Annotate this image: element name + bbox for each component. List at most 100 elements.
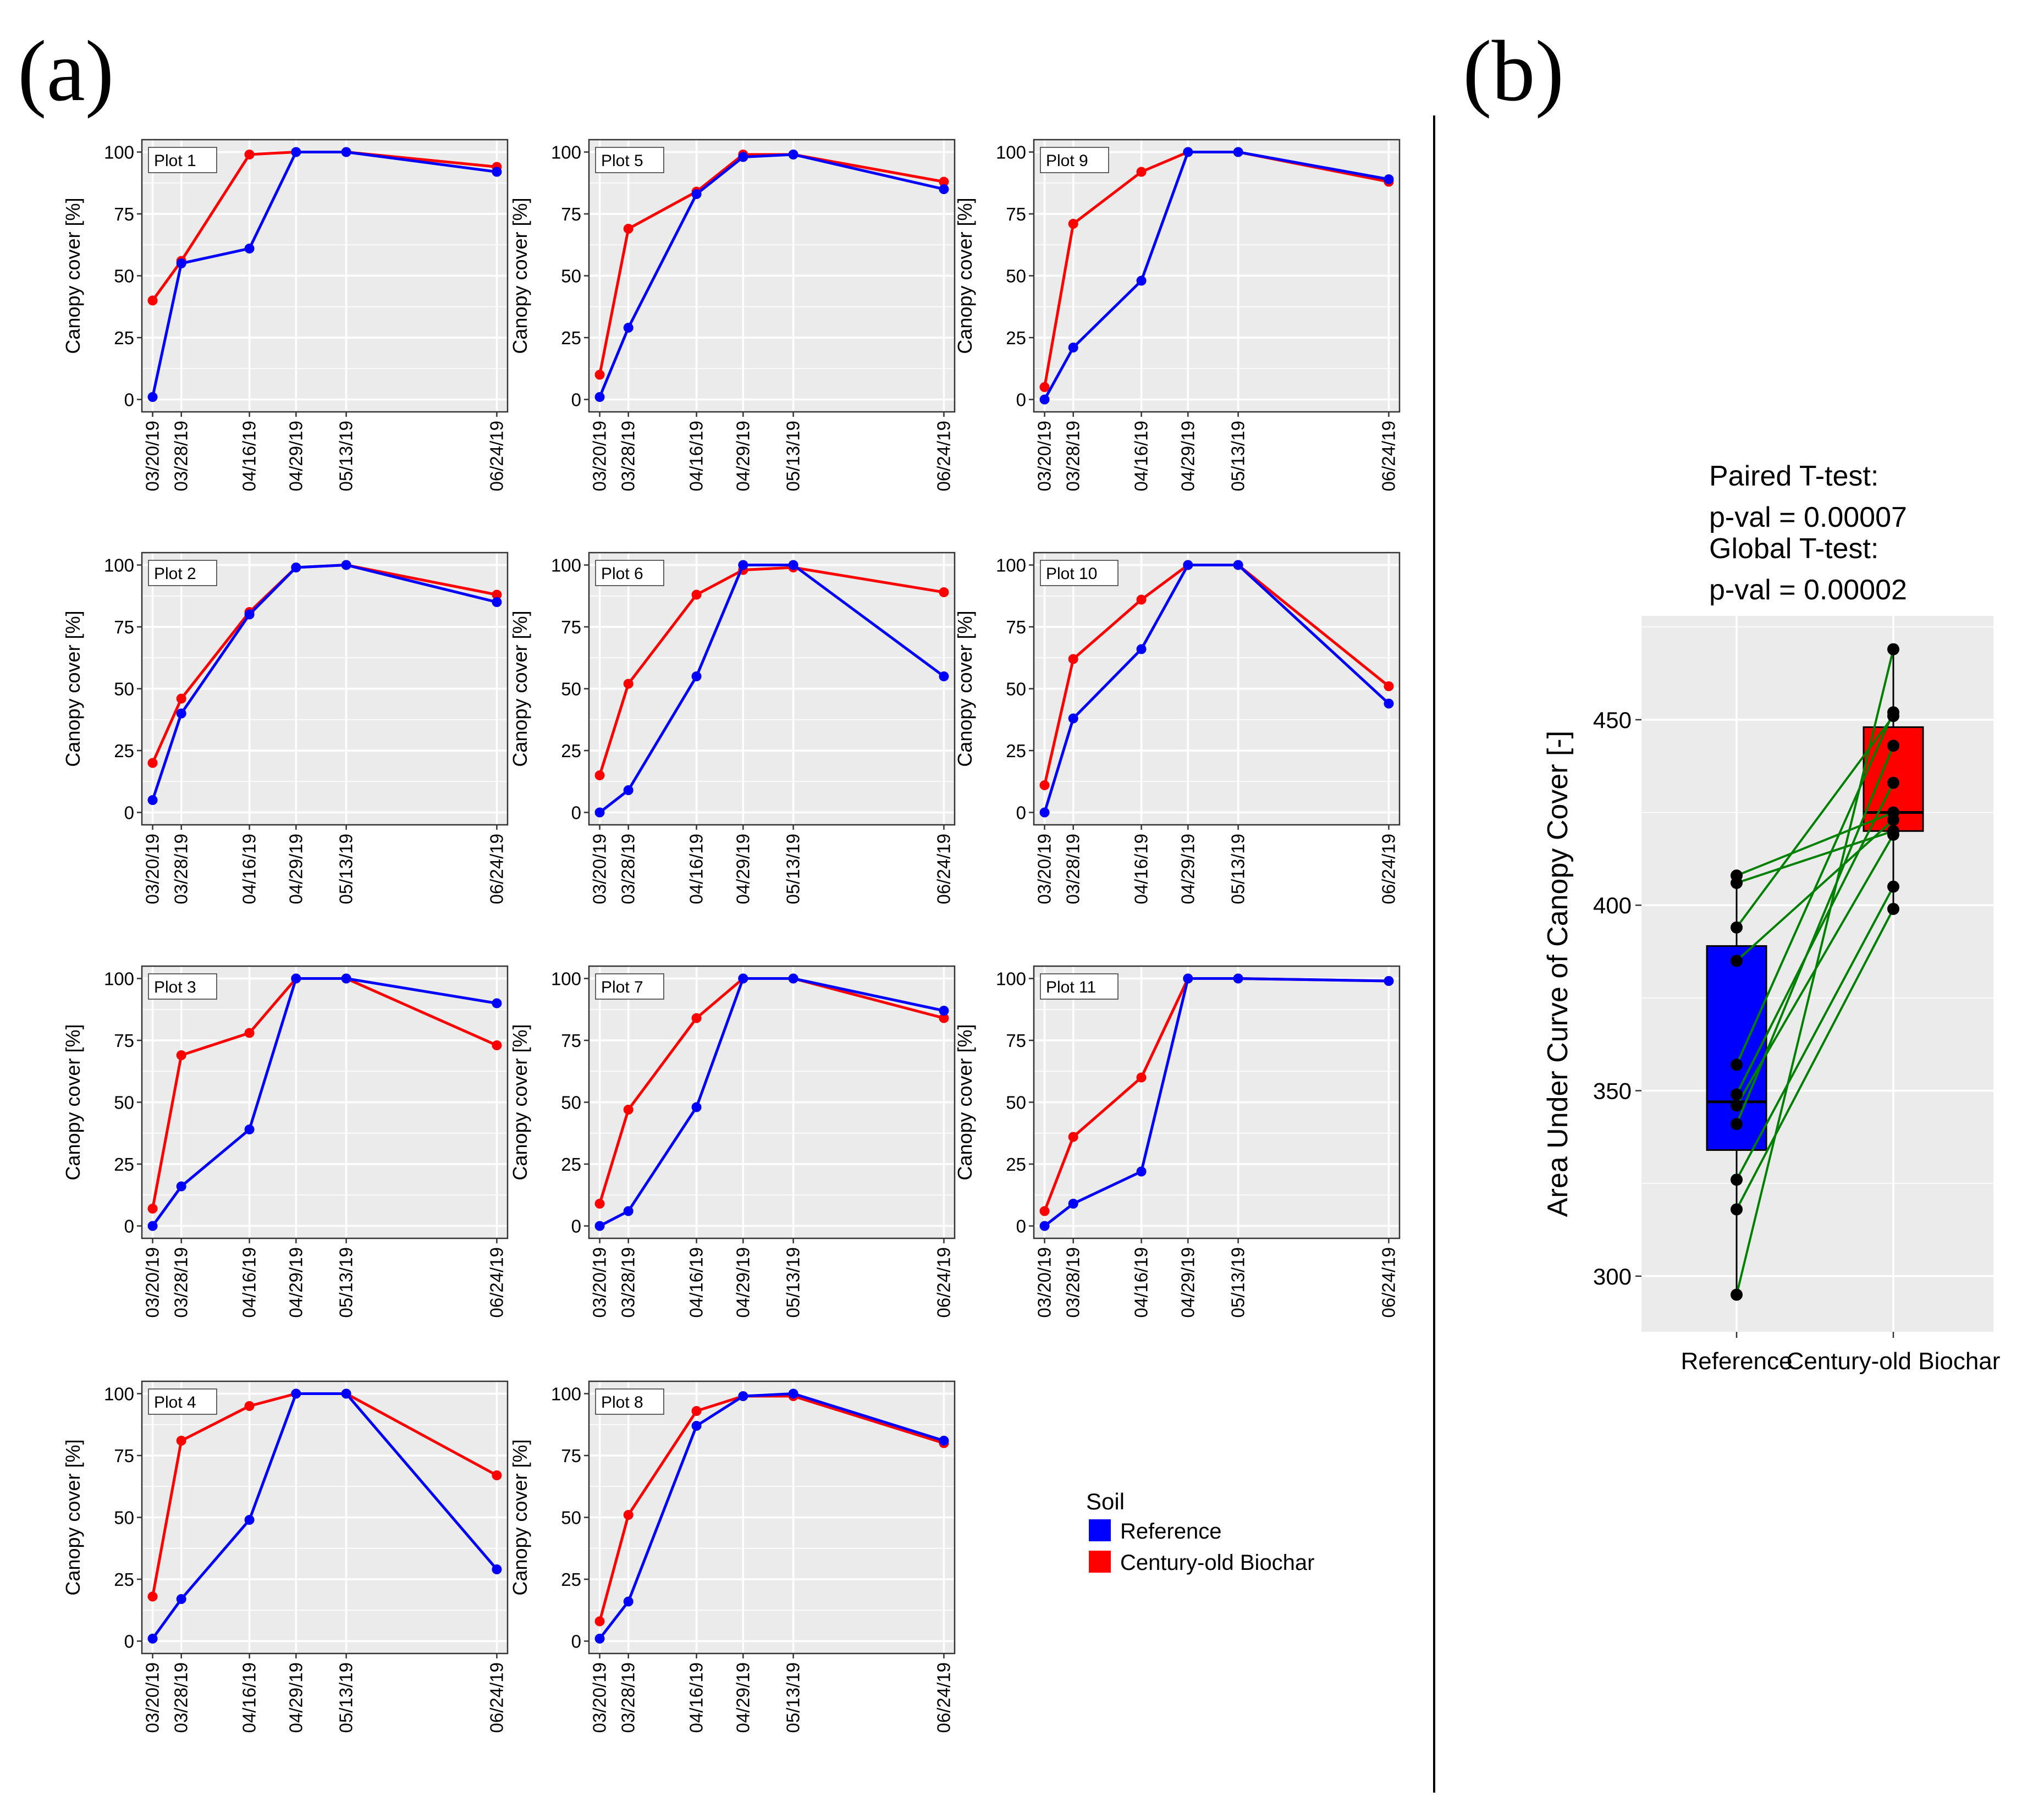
pair-line	[1736, 712, 1894, 1066]
point-reference	[788, 150, 798, 159]
y-tick-label: 25	[561, 1154, 581, 1175]
facet-title: Plot 7	[595, 973, 664, 1000]
facet-title-box	[1040, 147, 1109, 173]
facet-title-text: Plot 9	[1046, 152, 1088, 170]
facet-title: Plot 8	[595, 1388, 664, 1415]
point-biochar	[1039, 1206, 1050, 1216]
y-tick-label: 75	[1006, 204, 1026, 224]
point-biochar	[1887, 829, 1899, 841]
y-tick-label: 0	[1016, 803, 1026, 823]
x-tick-label: 03/28/19	[1063, 1247, 1083, 1318]
x-tick-label: 03/20/19	[142, 834, 163, 904]
point-reference	[341, 973, 351, 984]
y-tick-label: 0	[1016, 390, 1026, 410]
facet-border	[588, 1380, 956, 1655]
y-tick-label: 50	[1006, 1093, 1026, 1113]
facet-title: Plot 1	[148, 147, 217, 173]
x-tick-label: 04/16/19	[686, 1662, 707, 1733]
point-biochar	[939, 1013, 949, 1023]
series-line-reference	[151, 1392, 498, 1640]
point-reference	[594, 392, 605, 402]
y-tick-label: 25	[114, 1154, 134, 1175]
facet-plot-1: 0 25 50 75 100 03/20/19 03/28/19 04/16/19 04/29/…	[62, 139, 509, 491]
facet-border	[1033, 552, 1401, 826]
x-tick-label: 06/24/19	[1378, 1247, 1398, 1318]
facet-border	[1033, 139, 1401, 413]
point-reference	[1384, 698, 1394, 709]
pair-line	[1736, 830, 1894, 884]
y-tick-label: 75	[114, 204, 134, 224]
series-line-reference	[1043, 564, 1390, 813]
point-reference	[691, 1102, 702, 1112]
y-tick-label: 50	[1006, 266, 1026, 286]
y-tick-label: 50	[114, 266, 134, 286]
facet-title-box	[1040, 560, 1119, 586]
point-biochar	[1887, 814, 1899, 826]
x-tick-label: 04/29/19	[1177, 1247, 1198, 1318]
facet-title-text: Plot 2	[154, 565, 196, 583]
x-tick-label: 03/20/19	[142, 1662, 163, 1733]
x-tick-label: 06/24/19	[1378, 421, 1398, 491]
point-biochar	[594, 370, 605, 380]
y-tick-label: 50	[561, 679, 581, 699]
point-reference	[738, 152, 748, 162]
y-tick-label: 75	[114, 617, 134, 637]
point-reference	[738, 1391, 748, 1401]
point-reference	[939, 1436, 949, 1446]
y-tick-label: 0	[124, 803, 134, 823]
facet-border	[141, 139, 509, 413]
facet-title-text: Plot 6	[601, 565, 643, 583]
facet-plot-11: 0 25 50 75 100 03/20/19 03/28/19 04/16/19 04/29/…	[954, 965, 1401, 1318]
facet-title: Plot 11	[1040, 973, 1119, 1000]
x-tick-label: 04/29/19	[1177, 421, 1198, 491]
y-axis-label: Canopy cover [%]	[954, 1024, 976, 1180]
facet-plot-2: 0 25 50 75 100 03/20/19 03/28/19 04/16/19 04/29/…	[62, 552, 509, 904]
point-reference	[788, 973, 798, 984]
x-tick-label: 04/16/19	[239, 421, 260, 491]
x-tick-label: 04/16/19	[686, 834, 707, 904]
point-reference	[341, 147, 351, 157]
facet-title-text: Plot 5	[601, 152, 643, 170]
point-reference	[594, 807, 605, 818]
x-tick-label: 06/24/19	[486, 1662, 506, 1733]
y-tick-label: 50	[114, 1508, 134, 1528]
point-biochar	[176, 1436, 186, 1446]
point-reference	[1183, 147, 1193, 157]
x-tick-label: Century-old Biochar	[1787, 1348, 2001, 1375]
facet-border	[588, 965, 956, 1239]
point-reference	[341, 560, 351, 570]
series-line-reference	[151, 563, 498, 801]
y-axis-label: Canopy cover [%]	[954, 197, 976, 354]
point-reference	[1136, 275, 1147, 286]
point-biochar	[623, 1510, 633, 1520]
x-tick-label: 06/24/19	[486, 1247, 506, 1318]
x-tick-label: 03/20/19	[589, 1247, 610, 1318]
y-tick-label: 50	[561, 1508, 581, 1528]
point-reference	[1731, 1173, 1743, 1186]
point-biochar	[939, 177, 949, 187]
facet-title-text: Plot 1	[154, 152, 196, 170]
x-tick-label: 05/13/19	[1228, 834, 1248, 904]
y-axis-label: Canopy cover [%]	[62, 610, 84, 767]
y-tick-label: 0	[124, 1631, 134, 1652]
x-tick-label: 03/20/19	[589, 834, 610, 904]
annotation-text: p-val = 0.00002	[1709, 574, 1907, 606]
panel-a-label: (a)	[18, 23, 114, 119]
legend: Soil Reference Century-old Biochar	[1086, 1489, 1315, 1575]
point-reference	[176, 1181, 186, 1192]
y-tick-label: 100	[104, 969, 134, 989]
pair-line	[1736, 782, 1894, 1095]
point-reference	[788, 560, 798, 570]
facet-title-box	[148, 973, 217, 1000]
x-tick-label: 06/24/19	[933, 1247, 954, 1318]
x-tick-label: 04/16/19	[1131, 834, 1152, 904]
y-tick-label: 100	[104, 555, 134, 576]
x-tick-label: 03/28/19	[171, 1662, 191, 1733]
point-reference	[291, 1388, 301, 1399]
x-tick-label: 03/28/19	[618, 421, 638, 491]
x-tick-label: 05/13/19	[783, 834, 803, 904]
point-biochar	[1068, 1132, 1078, 1142]
point-reference	[623, 1206, 633, 1216]
x-tick-label: 04/29/19	[1177, 834, 1198, 904]
